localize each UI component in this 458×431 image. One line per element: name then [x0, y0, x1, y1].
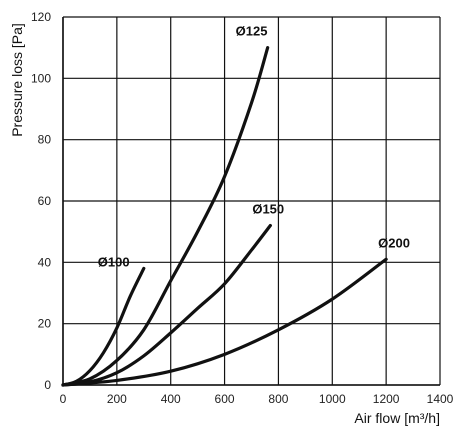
x-tick-label: 1000	[319, 392, 346, 406]
x-tick-label: 800	[268, 392, 288, 406]
y-tick-label: 20	[38, 317, 52, 331]
series-line-d200	[61, 257, 388, 387]
axes: 0 200 400 600 800 1000 1200 1400 0 20 40 60 80 100 120	[31, 10, 454, 406]
series-label-d125: Ø125	[236, 24, 268, 39]
grid	[62, 16, 441, 386]
y-tick-label: 80	[38, 133, 52, 147]
x-tick-label: 600	[215, 392, 235, 406]
x-tick-label: 200	[107, 392, 127, 406]
series-lines	[61, 46, 388, 387]
series-line-d100	[61, 266, 146, 387]
series-label-d200: Ø200	[378, 235, 410, 250]
x-tick-label: 400	[161, 392, 181, 406]
x-axis-title: Air flow [m³/h]	[354, 410, 440, 426]
y-tick-label: 60	[38, 194, 52, 208]
x-tick-label: 0	[60, 392, 67, 406]
series-line-d150	[61, 223, 272, 387]
y-tick-label: 40	[38, 255, 52, 269]
y-tick-label: 120	[31, 10, 51, 24]
series-label-d150: Ø150	[252, 202, 284, 217]
x-tick-label: 1200	[373, 392, 400, 406]
series-label-d100: Ø100	[98, 254, 130, 269]
y-tick-label: 0	[44, 378, 51, 392]
curve-labels: Ø100 Ø125 Ø150 Ø200	[98, 24, 410, 270]
y-axis-title: Pressure loss [Pa]	[9, 23, 25, 137]
x-tick-label: 1400	[427, 392, 454, 406]
series-line-d125	[61, 46, 270, 387]
y-tick-label: 100	[31, 71, 51, 85]
